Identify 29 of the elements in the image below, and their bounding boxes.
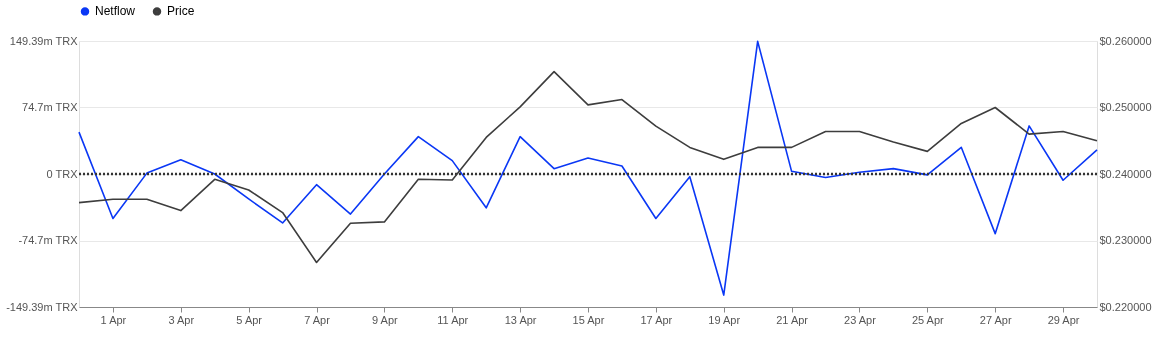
y-tick-label: -74.7m TRX [18,234,79,246]
x-tick-label: 17 Apr [640,313,673,326]
y-tick-label: -149.39m TRX [6,300,79,313]
x-tick-label: 15 Apr [572,313,605,326]
y-tick-label: 149.39m TRX [9,34,79,47]
x-tick-label: 21 Apr [776,313,809,326]
y2-tick-label: $0.260000 [1099,34,1152,47]
line-series [78,40,1098,296]
legend-label: Netflow [95,4,136,19]
x-tick-label: 7 Apr [304,313,331,326]
y2-tick-label: $0.220000 [1099,300,1152,313]
y2-tick-label: $0.230000 [1099,234,1152,246]
y2-tick-label: $0.250000 [1099,101,1152,113]
x-tick-label: 13 Apr [504,313,537,326]
x-tick-label: 23 Apr [844,313,877,326]
x-tick-label: 11 Apr [437,313,469,326]
legend-label: Price [167,4,195,19]
x-tick-label: 19 Apr [708,313,741,326]
x-tick-label: 9 Apr [372,313,399,326]
x-tick-label: 27 Apr [979,313,1012,326]
x-tick-label: 25 Apr [911,313,945,326]
x-tick-label: 29 Apr [1047,313,1080,326]
y-tick-label: 0 TRX [46,167,79,180]
x-tick-label: 3 Apr [168,313,195,326]
x-tick-label: 1 Apr [100,313,127,326]
y-tick-label: 74.7m TRX [22,101,79,113]
y2-tick-label: $0.240000 [1099,167,1152,180]
x-tick-label: 5 Apr [236,313,263,326]
line-series [78,70,1098,264]
